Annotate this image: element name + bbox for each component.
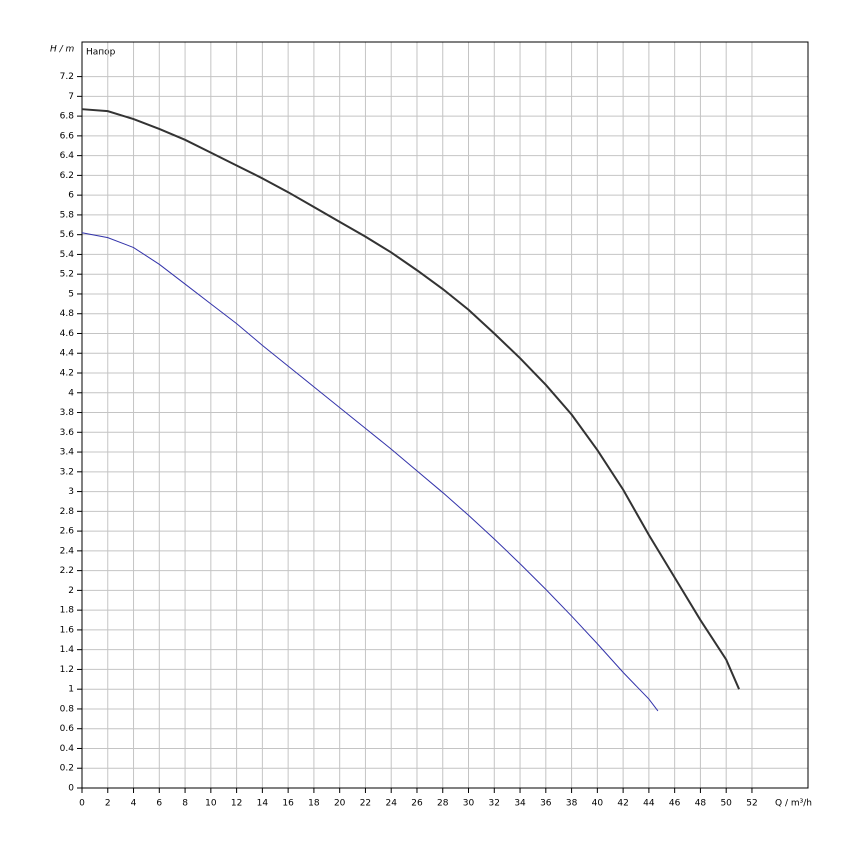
x-tick-label: 40 bbox=[592, 799, 604, 809]
x-tick-label: 4 bbox=[131, 799, 137, 809]
x-tick-label: 6 bbox=[156, 799, 162, 809]
pump-curve bbox=[81, 232, 659, 712]
y-tick-label: 5.4 bbox=[60, 250, 75, 260]
y-tick-label: 1 bbox=[68, 685, 74, 695]
chart-title: Напор bbox=[86, 48, 116, 58]
x-tick-label: 30 bbox=[463, 799, 475, 809]
y-tick-label: 1.6 bbox=[60, 625, 75, 635]
x-tick-label: 18 bbox=[308, 799, 320, 809]
y-tick-label: 1.2 bbox=[60, 665, 74, 675]
y-tick-label: 5 bbox=[68, 289, 74, 299]
y-tick-label: 3.2 bbox=[60, 467, 74, 477]
y-tick-label: 6.2 bbox=[60, 171, 74, 181]
y-tick-label: 4.8 bbox=[60, 309, 75, 319]
y-tick-label: 6.4 bbox=[60, 151, 75, 161]
y-tick-label: 0 bbox=[68, 784, 74, 794]
x-tick-label: 20 bbox=[334, 799, 346, 809]
pump-curve bbox=[81, 108, 740, 690]
y-tick-label: 4.6 bbox=[60, 329, 75, 339]
y-tick-label: 0.6 bbox=[60, 724, 75, 734]
y-tick-label: 6.8 bbox=[60, 112, 75, 122]
x-tick-label: 46 bbox=[669, 799, 681, 809]
x-tick-label: 24 bbox=[385, 799, 397, 809]
x-tick-label: 44 bbox=[643, 799, 655, 809]
x-tick-label: 8 bbox=[182, 799, 188, 809]
plot-frame bbox=[81, 41, 809, 789]
x-tick-label: 26 bbox=[411, 799, 423, 809]
y-tick-label: 4.4 bbox=[60, 349, 75, 359]
y-tick-label: 2.8 bbox=[60, 507, 75, 517]
y-tick-label: 5.2 bbox=[60, 270, 74, 280]
y-tick-label: 1.4 bbox=[60, 645, 75, 655]
y-tick-label: 7.2 bbox=[60, 72, 74, 82]
y-tick-label: 4 bbox=[68, 388, 74, 398]
y-tick-label: 2.6 bbox=[60, 527, 75, 537]
x-tick-label: 14 bbox=[257, 799, 269, 809]
y-tick-label: 3 bbox=[68, 487, 74, 497]
x-tick-label: 52 bbox=[746, 799, 757, 809]
x-tick-label: 16 bbox=[282, 799, 294, 809]
y-tick-label: 4.2 bbox=[60, 369, 74, 379]
x-tick-label: 22 bbox=[360, 799, 371, 809]
y-tick-label: 2.4 bbox=[60, 546, 75, 556]
x-tick-label: 0 bbox=[79, 799, 85, 809]
x-tick-label: 48 bbox=[695, 799, 707, 809]
x-tick-label: 38 bbox=[566, 799, 578, 809]
y-tick-label: 3.6 bbox=[60, 428, 75, 438]
x-tick-label: 12 bbox=[231, 799, 242, 809]
x-tick-label: 2 bbox=[105, 799, 111, 809]
y-tick-label: 6.6 bbox=[60, 131, 75, 141]
x-tick-label: 34 bbox=[514, 799, 526, 809]
x-tick-label: 42 bbox=[617, 799, 628, 809]
y-tick-label: 1.8 bbox=[60, 606, 75, 616]
y-tick-label: 7 bbox=[68, 92, 74, 102]
y-tick-label: 5.8 bbox=[60, 210, 75, 220]
x-tick-label: 28 bbox=[437, 799, 449, 809]
x-tick-label: 32 bbox=[489, 799, 500, 809]
y-tick-label: 0.2 bbox=[60, 764, 74, 774]
y-tick-label: 5.6 bbox=[60, 230, 75, 240]
x-tick-label: 10 bbox=[205, 799, 217, 809]
x-axis-label: Q / m³/h bbox=[775, 799, 812, 809]
y-tick-label: 6 bbox=[68, 191, 74, 201]
y-tick-label: 2 bbox=[68, 586, 74, 596]
y-axis-label: H / m bbox=[50, 45, 75, 55]
x-tick-label: 36 bbox=[540, 799, 552, 809]
x-tick-label: 50 bbox=[720, 799, 732, 809]
y-tick-label: 0.8 bbox=[60, 704, 75, 714]
y-tick-label: 3.4 bbox=[60, 448, 75, 458]
y-tick-label: 3.8 bbox=[60, 408, 75, 418]
y-tick-label: 0.4 bbox=[60, 744, 75, 754]
y-tick-label: 2.2 bbox=[60, 566, 74, 576]
